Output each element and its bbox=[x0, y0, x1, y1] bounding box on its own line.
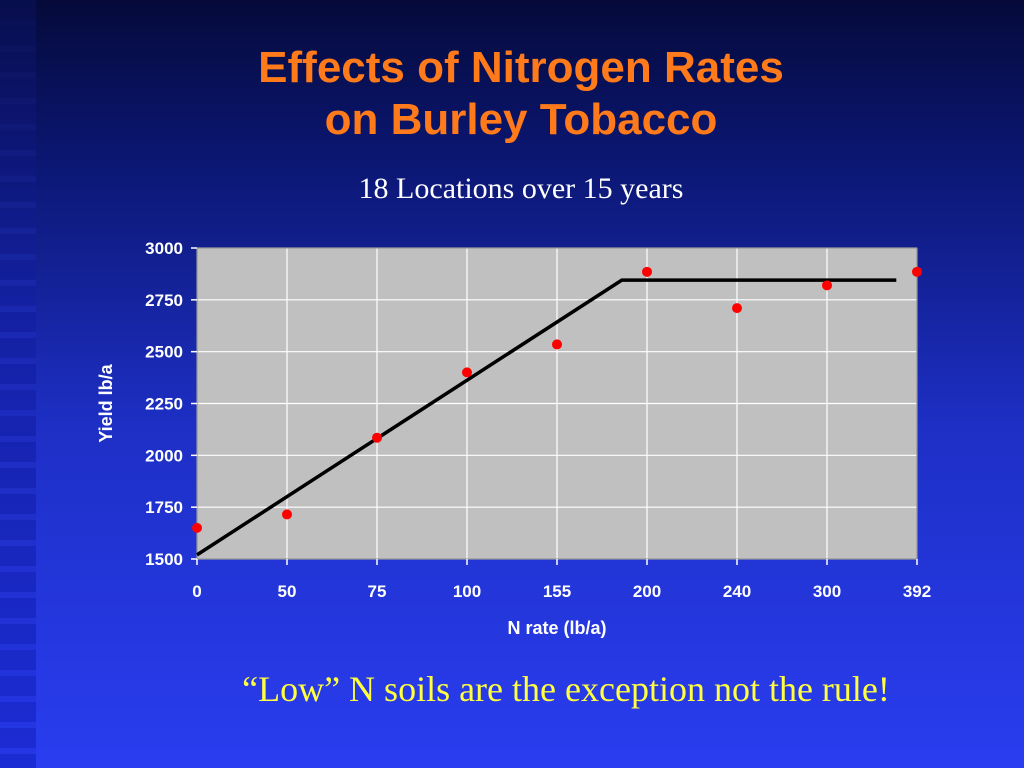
x-tick-label: 155 bbox=[543, 582, 571, 601]
x-tick-label: 0 bbox=[192, 582, 201, 601]
fit-line bbox=[196, 278, 897, 557]
slide-title: Effects of Nitrogen Rates on Burley Toba… bbox=[36, 42, 1006, 146]
data-points bbox=[192, 266, 922, 533]
data-point bbox=[642, 266, 652, 277]
data-point bbox=[282, 509, 292, 520]
fit-line-group bbox=[196, 278, 897, 557]
x-tick-label: 100 bbox=[453, 582, 481, 601]
data-point bbox=[912, 266, 922, 277]
y-tick-label: 1750 bbox=[145, 498, 183, 517]
y-tick-label: 2750 bbox=[145, 291, 183, 310]
slide-footer: “Low” N soils are the exception not the … bbox=[242, 669, 890, 709]
x-tick-label: 75 bbox=[368, 582, 387, 601]
data-point bbox=[192, 522, 202, 533]
y-tick-labels: 1500 1750 2000 2250 2500 2750 3000 bbox=[145, 239, 197, 569]
x-tick-label: 392 bbox=[903, 582, 931, 601]
slide-subtitle: 18 Locations over 15 years bbox=[358, 172, 684, 205]
y-tick-label: 2250 bbox=[145, 395, 183, 414]
x-tick-label: 300 bbox=[813, 582, 841, 601]
grid-lines bbox=[196, 247, 918, 560]
y-tick-label: 1500 bbox=[145, 550, 183, 569]
y-tick-label: 2500 bbox=[145, 343, 183, 362]
x-tick-label: 200 bbox=[633, 582, 661, 601]
y-tick-label: 2000 bbox=[145, 446, 183, 465]
y-tick-label: 3000 bbox=[145, 239, 183, 258]
title-line-1: Effects of Nitrogen Rates bbox=[258, 43, 784, 92]
x-tick-label: 240 bbox=[723, 582, 751, 601]
x-axis-title: N rate (lb/a) bbox=[507, 618, 606, 638]
data-point bbox=[732, 303, 742, 314]
left-decorative-strip bbox=[0, 0, 36, 768]
x-tick-label: 50 bbox=[278, 582, 297, 601]
data-point bbox=[462, 367, 472, 378]
title-line-2: on Burley Tobacco bbox=[324, 95, 718, 144]
data-point bbox=[822, 280, 832, 291]
x-tick-labels: 0 50 75 100 155 200 240 300 392 bbox=[192, 559, 931, 601]
y-axis-title: Yield lb/a bbox=[96, 363, 116, 442]
data-point bbox=[372, 432, 382, 443]
data-point bbox=[552, 339, 562, 350]
